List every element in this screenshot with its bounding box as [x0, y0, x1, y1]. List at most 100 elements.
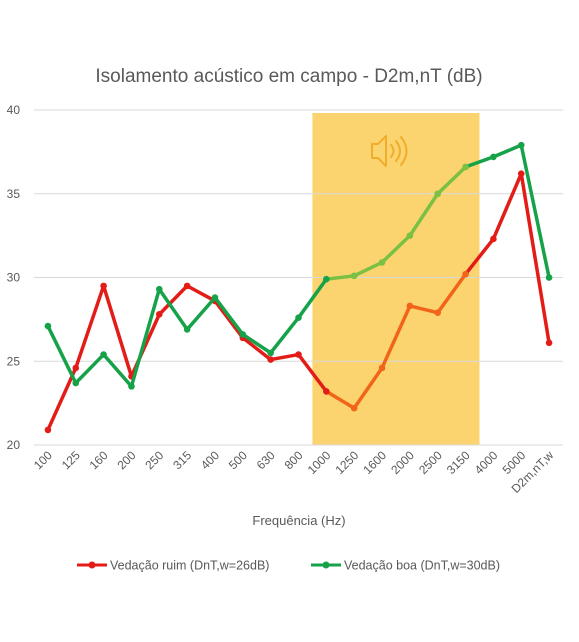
series-bad-point — [100, 282, 107, 290]
x-tick-label: 315 — [170, 448, 194, 472]
series-good-point — [72, 379, 80, 387]
x-tick-label: 160 — [87, 448, 111, 472]
series-good-segment — [463, 155, 496, 169]
series-bad-point — [406, 302, 414, 310]
y-tick-label: 40 — [7, 103, 21, 117]
series-good-segment — [268, 315, 301, 355]
legend-label-bad: Vedação ruim (DnT,w=26dB) — [110, 559, 269, 573]
series-good-segment — [491, 143, 523, 159]
series-good-point — [323, 275, 330, 283]
y-tick-label: 25 — [7, 354, 21, 368]
x-tick-label: 1250 — [333, 448, 362, 477]
legend-item-good: Vedação boa (DnT,w=30dB) — [311, 559, 500, 573]
gridlines — [34, 109, 563, 446]
series-good-segment — [380, 233, 412, 265]
series-bad-point — [183, 282, 191, 290]
series-bad-segment — [491, 171, 523, 241]
series-good-segment — [408, 192, 440, 238]
series-good-segment — [324, 274, 356, 281]
series-bad-segment — [463, 237, 496, 276]
series-good-segment — [74, 352, 106, 385]
series-good-point — [406, 232, 414, 239]
series-good-point — [100, 351, 107, 358]
series-good-segment — [129, 287, 162, 389]
series-bad-point — [72, 364, 80, 372]
series-good-point — [517, 141, 525, 149]
series-bad-segment — [101, 284, 134, 379]
series-good-point — [44, 322, 52, 330]
series-good-point — [155, 285, 163, 293]
series-bad-point — [545, 339, 553, 347]
series-good-point — [490, 153, 497, 161]
series-bad-point — [155, 311, 163, 318]
x-tick-label: 2000 — [388, 448, 417, 477]
series-bad-point — [267, 356, 274, 363]
y-tick-label: 20 — [7, 438, 21, 452]
x-axis-title: Frequência (Hz) — [252, 513, 345, 528]
x-tick-label: 250 — [142, 448, 166, 472]
series-bad-segment — [408, 304, 440, 315]
series-good-segment — [352, 260, 384, 278]
x-tick-label: 800 — [282, 448, 306, 472]
series-bad-segment — [324, 389, 356, 410]
series-good-point — [434, 190, 442, 198]
series-bad-point — [434, 309, 442, 316]
legend: Vedação ruim (DnT,w=26dB) Vedação boa (D… — [77, 559, 500, 573]
x-tick-label: 3150 — [444, 448, 473, 477]
series-good-segment — [46, 324, 78, 385]
series-good-segment — [101, 352, 134, 389]
series-bad-segment — [185, 284, 217, 303]
x-tick-label: 125 — [59, 448, 83, 472]
series-bad-segment — [296, 352, 329, 394]
series-bad-segment — [74, 284, 106, 370]
series-layer — [44, 141, 553, 434]
x-tick-label: 400 — [198, 448, 222, 472]
series-bad-point — [378, 364, 386, 372]
series-bad-segment — [157, 284, 189, 317]
legend-label-good: Vedação boa (DnT,w=30dB) — [344, 559, 500, 573]
series-good-segment — [519, 143, 551, 280]
x-tick-label: 4000 — [472, 448, 501, 477]
series-good-point — [211, 294, 219, 301]
series-bad-point — [350, 404, 358, 412]
series-bad-point — [517, 170, 525, 177]
series-good-segment — [157, 287, 189, 332]
series-good-segment — [241, 332, 273, 355]
series-good-point — [350, 272, 358, 280]
series-good-point — [545, 274, 553, 281]
series-good — [44, 141, 553, 390]
series-bad-segment — [380, 304, 412, 370]
y-tick-label: 35 — [7, 187, 21, 201]
legend-item-bad: Vedação ruim (DnT,w=26dB) — [77, 559, 269, 573]
series-bad-point — [490, 235, 497, 243]
series-bad-segment — [435, 272, 468, 315]
x-tick-label: 200 — [115, 448, 139, 472]
series-good-point — [295, 314, 302, 322]
series-bad-point — [44, 426, 52, 434]
x-tick-label: 2500 — [416, 448, 445, 477]
series-bad-segment — [46, 366, 78, 432]
series-bad-point — [462, 270, 469, 278]
series-bad-segment — [268, 352, 301, 362]
series-bad-segment — [352, 366, 384, 410]
y-axis-ticks: 20 25 30 35 40 — [7, 103, 21, 452]
x-tick-label: 1000 — [305, 448, 334, 477]
series-bad-segment — [519, 171, 551, 345]
series-good-segment — [213, 295, 245, 337]
series-good-point — [239, 331, 247, 338]
speaker-sound-icon — [371, 135, 408, 167]
x-tick-label: 1600 — [360, 448, 389, 477]
x-tick-label: 630 — [254, 448, 278, 472]
series-bad-point — [295, 351, 302, 358]
series-good-point — [267, 349, 274, 357]
x-axis-ticks: 100 125 160 200 250 315 400 500 630 800 1000 1250 16… — [31, 448, 556, 496]
series-bad-segment — [241, 336, 273, 362]
series-good-point — [128, 383, 135, 390]
series-bad-point — [323, 388, 330, 395]
series-good-segment — [435, 165, 468, 196]
x-tick-label: 100 — [31, 448, 55, 472]
y-tick-label: 30 — [7, 271, 21, 285]
series-bad-segment — [213, 299, 245, 340]
series-good-point — [378, 259, 386, 266]
